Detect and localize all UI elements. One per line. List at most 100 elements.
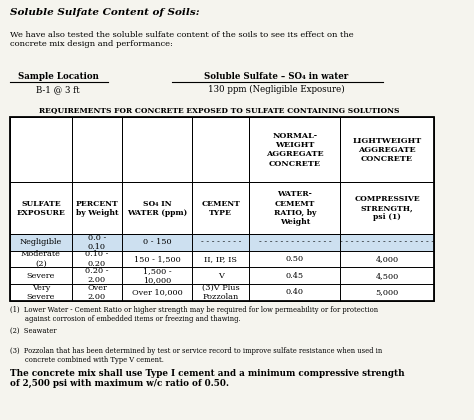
Bar — [192, 268, 249, 284]
Bar — [72, 284, 122, 301]
Bar — [10, 182, 72, 234]
Bar — [10, 234, 72, 251]
Bar — [122, 234, 192, 251]
Bar — [72, 268, 122, 284]
Bar — [192, 284, 249, 301]
Text: (3)V Plus
Pozzolan: (3)V Plus Pozzolan — [202, 284, 240, 301]
Bar — [122, 268, 192, 284]
Bar — [340, 182, 434, 234]
Text: - - - - - - - - - - - - - -: - - - - - - - - - - - - - - — [259, 239, 331, 247]
Bar — [340, 284, 434, 301]
Bar — [192, 182, 249, 234]
Bar — [340, 268, 434, 284]
Bar — [10, 182, 72, 234]
Bar — [72, 251, 122, 268]
Text: 4,000: 4,000 — [375, 255, 399, 263]
Bar — [10, 284, 72, 301]
Text: REQUIREMENTS FOR CONCRETE EXPOSED TO SULFATE CONTAINING SOLUTIONS: REQUIREMENTS FOR CONCRETE EXPOSED TO SUL… — [39, 106, 400, 114]
Text: The concrete mix shall use Type I cement and a minimum compressive strength
of 2: The concrete mix shall use Type I cement… — [10, 369, 405, 388]
Text: 1,500 -
10,000: 1,500 - 10,000 — [143, 267, 172, 284]
Bar — [10, 234, 72, 251]
Bar — [249, 251, 340, 268]
Text: Sample Location: Sample Location — [18, 72, 99, 81]
Text: Severe: Severe — [27, 272, 55, 280]
Text: 0.10 -
0.20: 0.10 - 0.20 — [85, 250, 109, 268]
Text: 150 - 1,500: 150 - 1,500 — [134, 255, 181, 263]
Bar — [192, 251, 249, 268]
Text: Negligible: Negligible — [20, 239, 62, 247]
Bar — [340, 117, 434, 182]
Bar — [340, 284, 434, 301]
Bar — [192, 117, 249, 182]
Bar — [122, 182, 192, 234]
Text: Over
2.00: Over 2.00 — [87, 284, 107, 301]
Bar — [10, 251, 72, 268]
Bar — [249, 234, 340, 251]
Text: Over 10,000: Over 10,000 — [132, 288, 182, 296]
Bar — [249, 268, 340, 284]
Text: - - - - - - - -: - - - - - - - - — [201, 239, 241, 247]
Bar — [10, 117, 434, 301]
Text: 0.45: 0.45 — [286, 272, 304, 280]
Text: 0.20 -
2.00: 0.20 - 2.00 — [85, 267, 109, 284]
Text: 0.50: 0.50 — [286, 255, 304, 263]
Bar — [122, 284, 192, 301]
Bar — [122, 234, 192, 251]
Bar — [122, 284, 192, 301]
Bar — [340, 234, 434, 251]
Text: NORMAL-
WEIGHT
AGGREGATE
CONCRETE: NORMAL- WEIGHT AGGREGATE CONCRETE — [266, 132, 324, 168]
Text: (3)  Pozzolan that has been determined by test or service record to improve sulf: (3) Pozzolan that has been determined by… — [10, 347, 383, 365]
Bar — [10, 251, 72, 268]
Text: WATER-
CEMEMT
RATIO, by
Weight: WATER- CEMEMT RATIO, by Weight — [274, 190, 316, 226]
Text: (1)  Lower Water - Cement Ratio or higher strength may be required for low perme: (1) Lower Water - Cement Ratio or higher… — [10, 305, 378, 323]
Text: 4,500: 4,500 — [375, 272, 399, 280]
Bar — [192, 251, 249, 268]
Text: SULFATE
EXPOSURE: SULFATE EXPOSURE — [17, 200, 65, 217]
Text: (2)  Seawater: (2) Seawater — [10, 326, 56, 334]
Text: 0 - 150: 0 - 150 — [143, 239, 172, 247]
Bar — [249, 251, 340, 268]
Bar — [122, 251, 192, 268]
Bar — [122, 117, 192, 182]
Bar — [72, 234, 122, 251]
Bar — [249, 117, 340, 182]
Text: Soluble Sulfate Content of Soils:: Soluble Sulfate Content of Soils: — [10, 8, 200, 17]
Bar — [340, 117, 434, 182]
Bar — [192, 117, 249, 182]
Bar — [72, 117, 122, 182]
Bar — [122, 268, 192, 284]
Text: Moderate
(2): Moderate (2) — [21, 250, 61, 268]
Bar — [340, 182, 434, 234]
Bar — [249, 117, 340, 182]
Bar — [249, 284, 340, 301]
Text: V: V — [218, 272, 224, 280]
Bar — [249, 234, 340, 251]
Bar — [192, 234, 249, 251]
Text: Soluble Sulfate – SO₄ in water: Soluble Sulfate – SO₄ in water — [204, 72, 348, 81]
Bar — [340, 268, 434, 284]
Bar — [192, 182, 249, 234]
Bar — [72, 182, 122, 234]
Bar — [122, 251, 192, 268]
Bar — [72, 117, 122, 182]
Text: PERCENT
by Weight: PERCENT by Weight — [75, 200, 118, 217]
Text: CEMENT
TYPE: CEMENT TYPE — [201, 200, 240, 217]
Bar — [72, 251, 122, 268]
Bar — [72, 182, 122, 234]
Bar — [122, 182, 192, 234]
Bar — [10, 268, 72, 284]
Text: COMPRESSIVE
STRENGTH,
psi (1): COMPRESSIVE STRENGTH, psi (1) — [354, 195, 420, 221]
Bar — [72, 234, 122, 251]
Text: - - - - - - - - - - - - - - - - - -: - - - - - - - - - - - - - - - - - - — [340, 239, 434, 247]
Text: Very
Severe: Very Severe — [27, 284, 55, 301]
Bar — [72, 284, 122, 301]
Bar — [192, 284, 249, 301]
Bar — [249, 182, 340, 234]
Bar — [10, 284, 72, 301]
Bar — [249, 268, 340, 284]
Text: 130 ppm (Negligible Exposure): 130 ppm (Negligible Exposure) — [208, 85, 345, 94]
Bar — [340, 234, 434, 251]
Bar — [192, 268, 249, 284]
Bar — [10, 117, 72, 182]
Bar — [249, 182, 340, 234]
